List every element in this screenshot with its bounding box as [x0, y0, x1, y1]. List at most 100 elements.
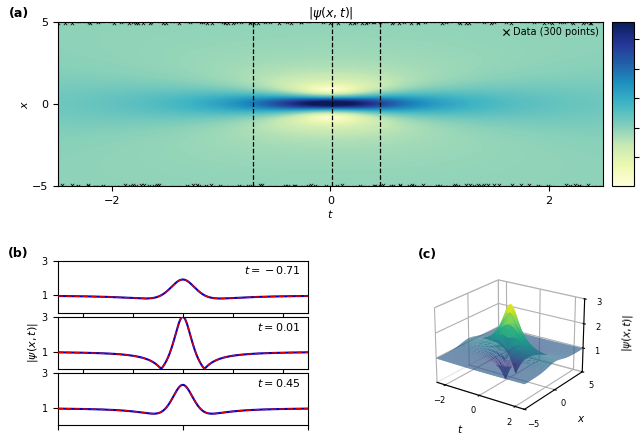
Point	[290, 17, 300, 24]
Point	[154, 17, 164, 24]
Point	[90, 184, 100, 191]
Point	[511, 17, 521, 24]
Point	[74, 17, 84, 24]
X-axis label: $t$: $t$	[327, 207, 334, 220]
Point	[369, 183, 379, 190]
Point	[395, 183, 405, 190]
Point	[365, 184, 376, 191]
Text: (a): (a)	[8, 7, 29, 20]
Point	[239, 18, 249, 25]
Point	[595, 16, 605, 23]
Point	[296, 19, 307, 26]
Point	[489, 18, 499, 25]
Point	[231, 18, 241, 25]
Point	[296, 19, 306, 26]
Point	[559, 18, 569, 25]
Point	[246, 182, 257, 189]
Point	[76, 184, 86, 191]
Point	[572, 17, 582, 24]
Point	[404, 18, 415, 25]
Point	[559, 184, 569, 191]
Point	[338, 184, 348, 191]
Text: $t = 0.45$: $t = 0.45$	[257, 377, 301, 389]
Point	[90, 18, 100, 25]
Point	[409, 183, 419, 190]
Point	[468, 183, 479, 190]
Point	[131, 20, 141, 26]
Point	[494, 181, 504, 188]
Point	[67, 20, 77, 26]
Point	[295, 184, 305, 191]
Point	[116, 19, 127, 26]
Point	[516, 17, 527, 24]
Point	[208, 17, 218, 24]
Point	[481, 18, 492, 25]
Point	[593, 183, 603, 190]
Point	[394, 20, 404, 26]
Point	[109, 20, 119, 27]
Point	[593, 17, 603, 24]
Point	[310, 183, 320, 190]
Point	[202, 183, 212, 190]
Point	[337, 17, 348, 24]
Point	[312, 184, 322, 191]
Point	[320, 17, 330, 24]
Point	[375, 182, 385, 189]
Point	[196, 19, 206, 26]
Point	[280, 182, 290, 189]
Point	[195, 183, 205, 190]
Point	[178, 184, 188, 191]
Point	[161, 184, 171, 191]
Point	[568, 20, 579, 26]
Point	[581, 18, 591, 25]
Point	[534, 18, 545, 25]
Point	[72, 17, 82, 24]
Point	[280, 18, 291, 25]
Point	[369, 18, 380, 25]
Point	[54, 184, 65, 191]
Point	[437, 184, 447, 191]
Point	[547, 20, 557, 26]
Point	[447, 16, 457, 23]
Point	[375, 19, 385, 26]
Point	[158, 183, 168, 190]
Point	[237, 184, 248, 191]
Point	[543, 182, 554, 189]
Point	[419, 182, 429, 189]
Point	[489, 181, 499, 188]
Point	[370, 182, 380, 189]
Point	[70, 184, 80, 191]
Point	[84, 19, 94, 26]
Point	[367, 19, 378, 26]
Point	[387, 20, 397, 26]
Point	[540, 184, 550, 191]
Point	[479, 19, 489, 26]
Point	[529, 19, 540, 26]
Point	[356, 184, 367, 191]
X-axis label: $t$: $t$	[457, 423, 463, 434]
Point	[104, 184, 115, 191]
Point	[252, 20, 262, 26]
Point	[154, 181, 164, 188]
Point	[473, 17, 483, 24]
Point	[318, 19, 328, 26]
Point	[85, 20, 95, 26]
Point	[381, 17, 392, 24]
Point	[265, 18, 275, 25]
Point	[522, 183, 532, 190]
Text: $t = -0.71$: $t = -0.71$	[244, 264, 301, 276]
Point	[123, 184, 133, 191]
Point	[547, 184, 557, 191]
Point	[403, 184, 413, 191]
Point	[584, 19, 595, 26]
Point	[145, 19, 155, 26]
Point	[600, 181, 610, 188]
Point	[362, 184, 372, 191]
Point	[378, 181, 388, 188]
Point	[437, 20, 447, 26]
Point	[92, 184, 102, 191]
Point	[403, 182, 413, 189]
Point	[185, 18, 195, 25]
Point	[207, 19, 218, 26]
Text: (b): (b)	[8, 247, 28, 260]
